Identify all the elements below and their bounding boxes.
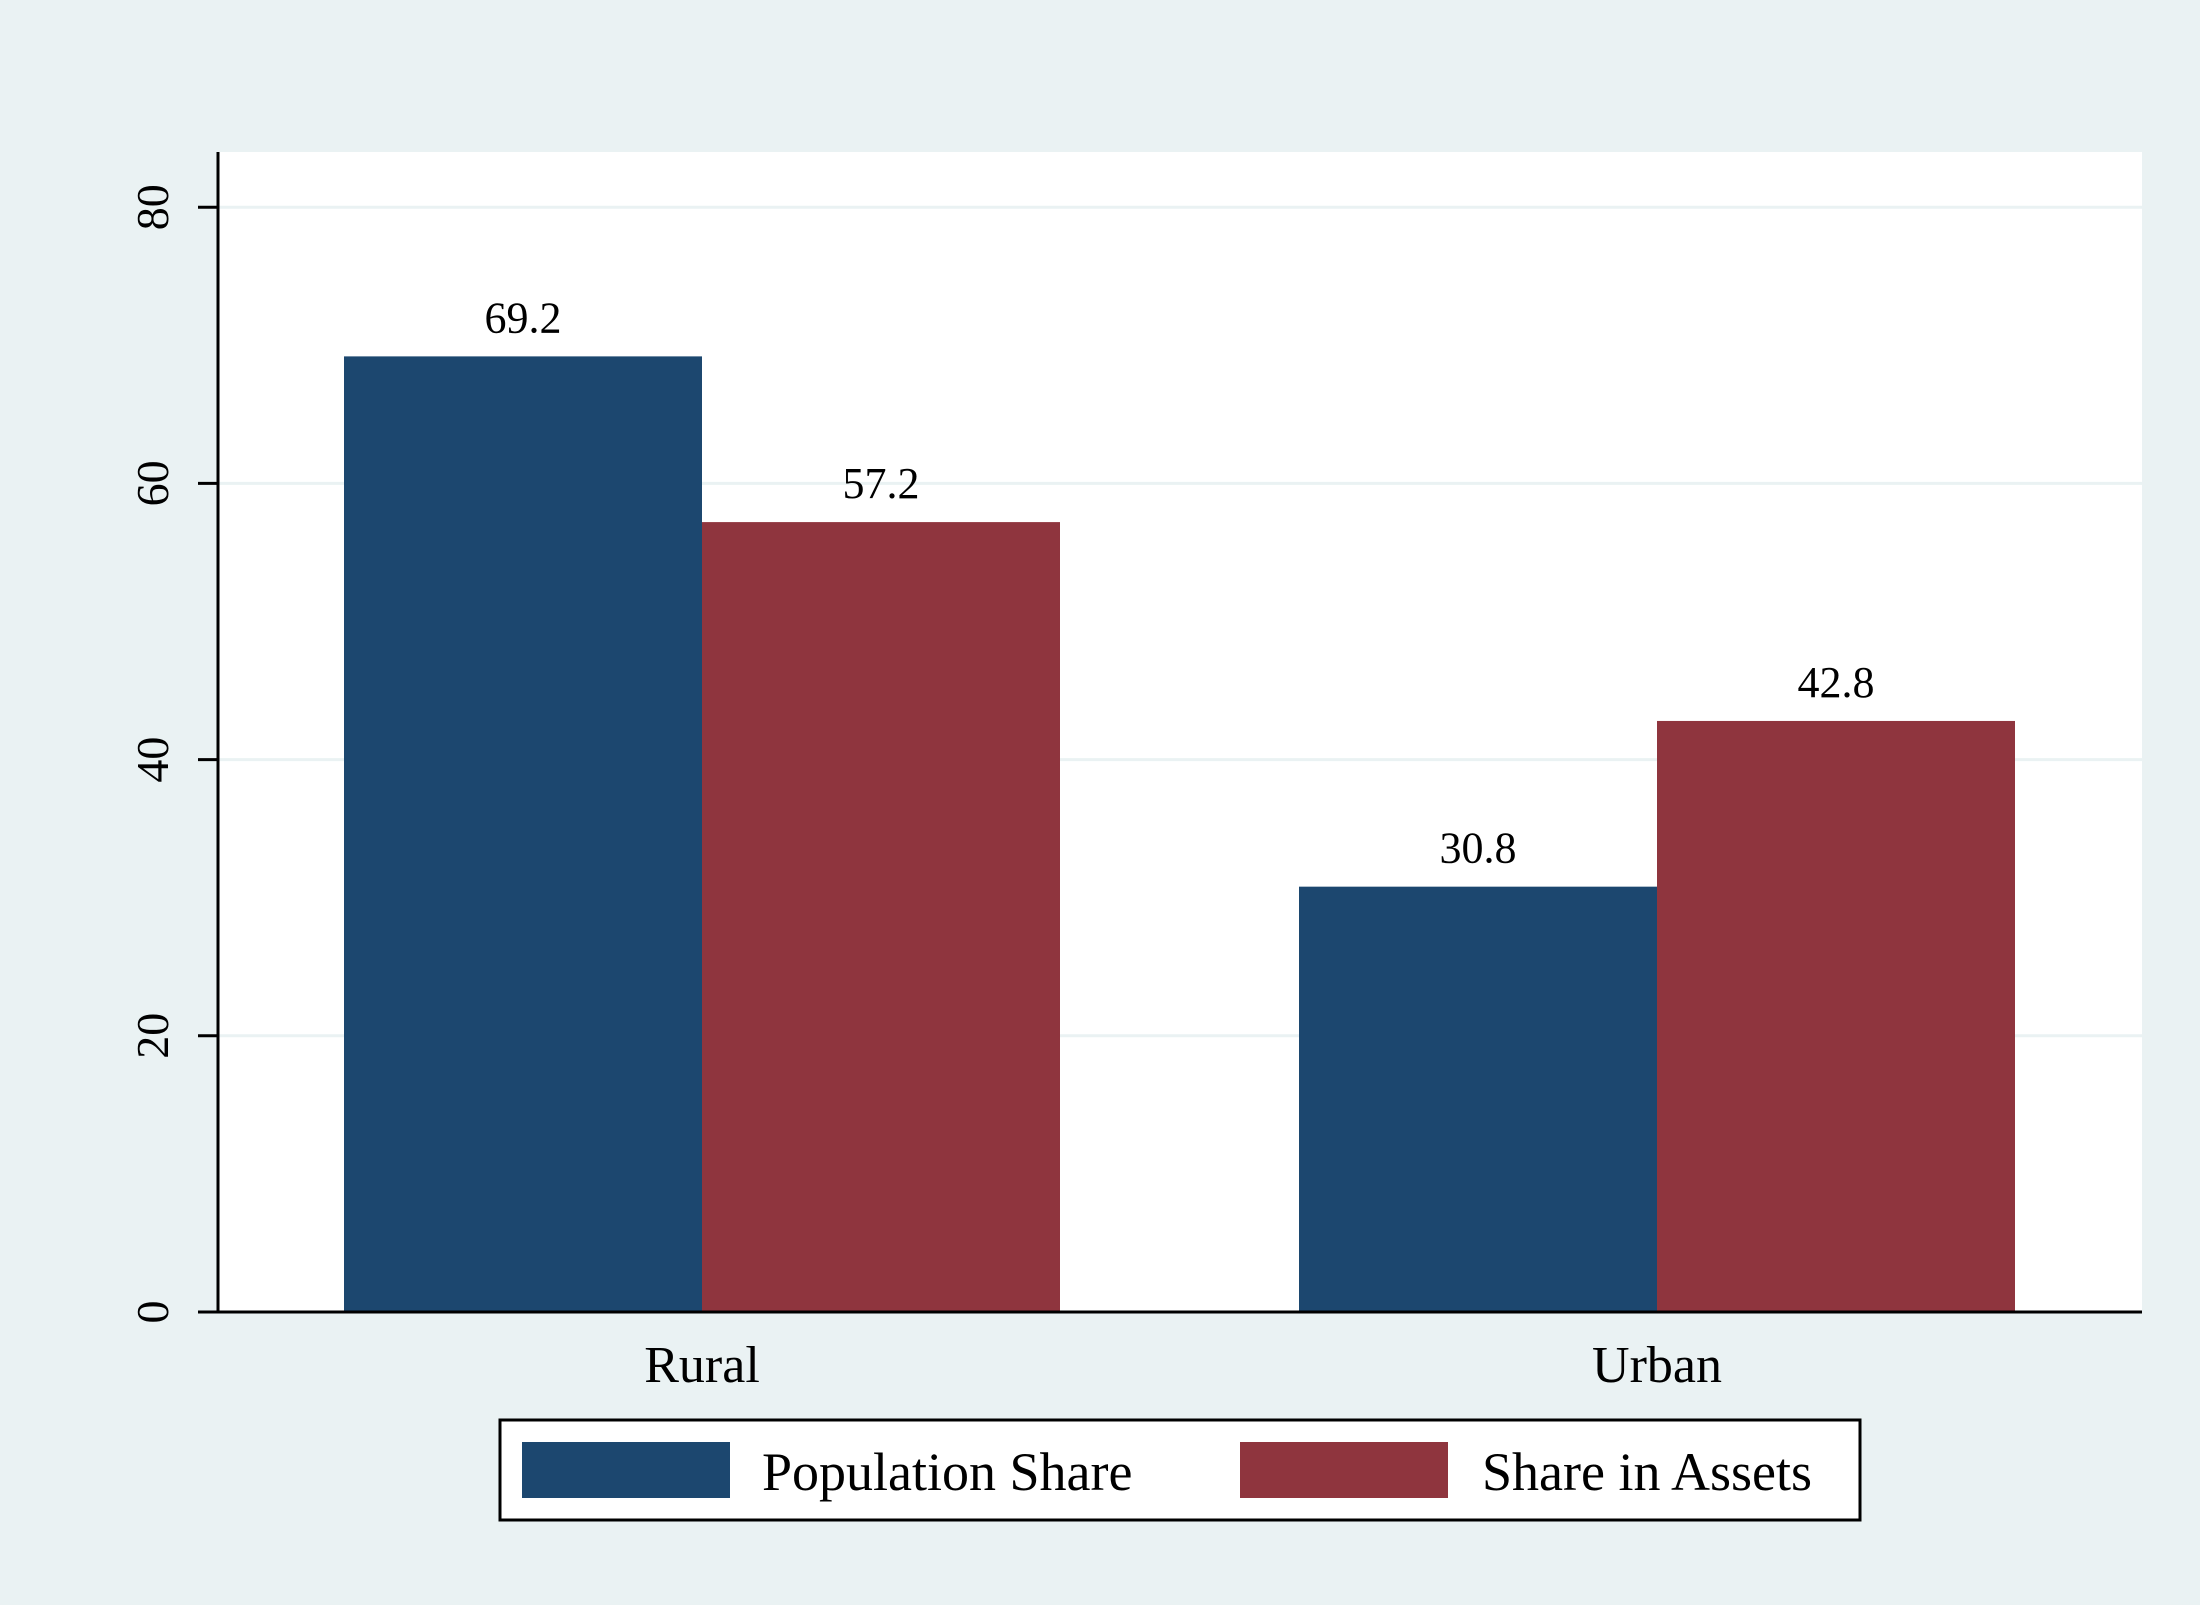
legend-label-population-share: Population Share xyxy=(762,1442,1132,1502)
y-tick-label-80: 80 xyxy=(127,184,178,230)
bar-urban-share-in-assets xyxy=(1657,720,2015,1312)
bar-rural-share-in-assets xyxy=(702,522,1060,1312)
bar-rural-population-share xyxy=(344,356,702,1312)
legend-swatch-population-share xyxy=(522,1442,730,1498)
data-label-rural-population-share: 69.2 xyxy=(485,293,562,342)
bar-urban-population-share xyxy=(1299,886,1657,1312)
y-tick-label-0: 0 xyxy=(127,1301,178,1324)
data-label-rural-share-in-assets: 57.2 xyxy=(843,459,920,508)
legend-swatch-share-in-assets xyxy=(1240,1442,1448,1498)
y-tick-label-60: 60 xyxy=(127,460,178,506)
legend-label-share-in-assets: Share in Assets xyxy=(1482,1442,1812,1502)
data-label-urban-share-in-assets: 42.8 xyxy=(1798,658,1875,707)
x-tick-label-urban: Urban xyxy=(1592,1337,1722,1394)
data-label-urban-population-share: 30.8 xyxy=(1440,824,1517,873)
y-tick-label-20: 20 xyxy=(127,1013,178,1059)
x-tick-label-rural: Rural xyxy=(644,1337,760,1394)
y-tick-label-40: 40 xyxy=(127,737,178,783)
